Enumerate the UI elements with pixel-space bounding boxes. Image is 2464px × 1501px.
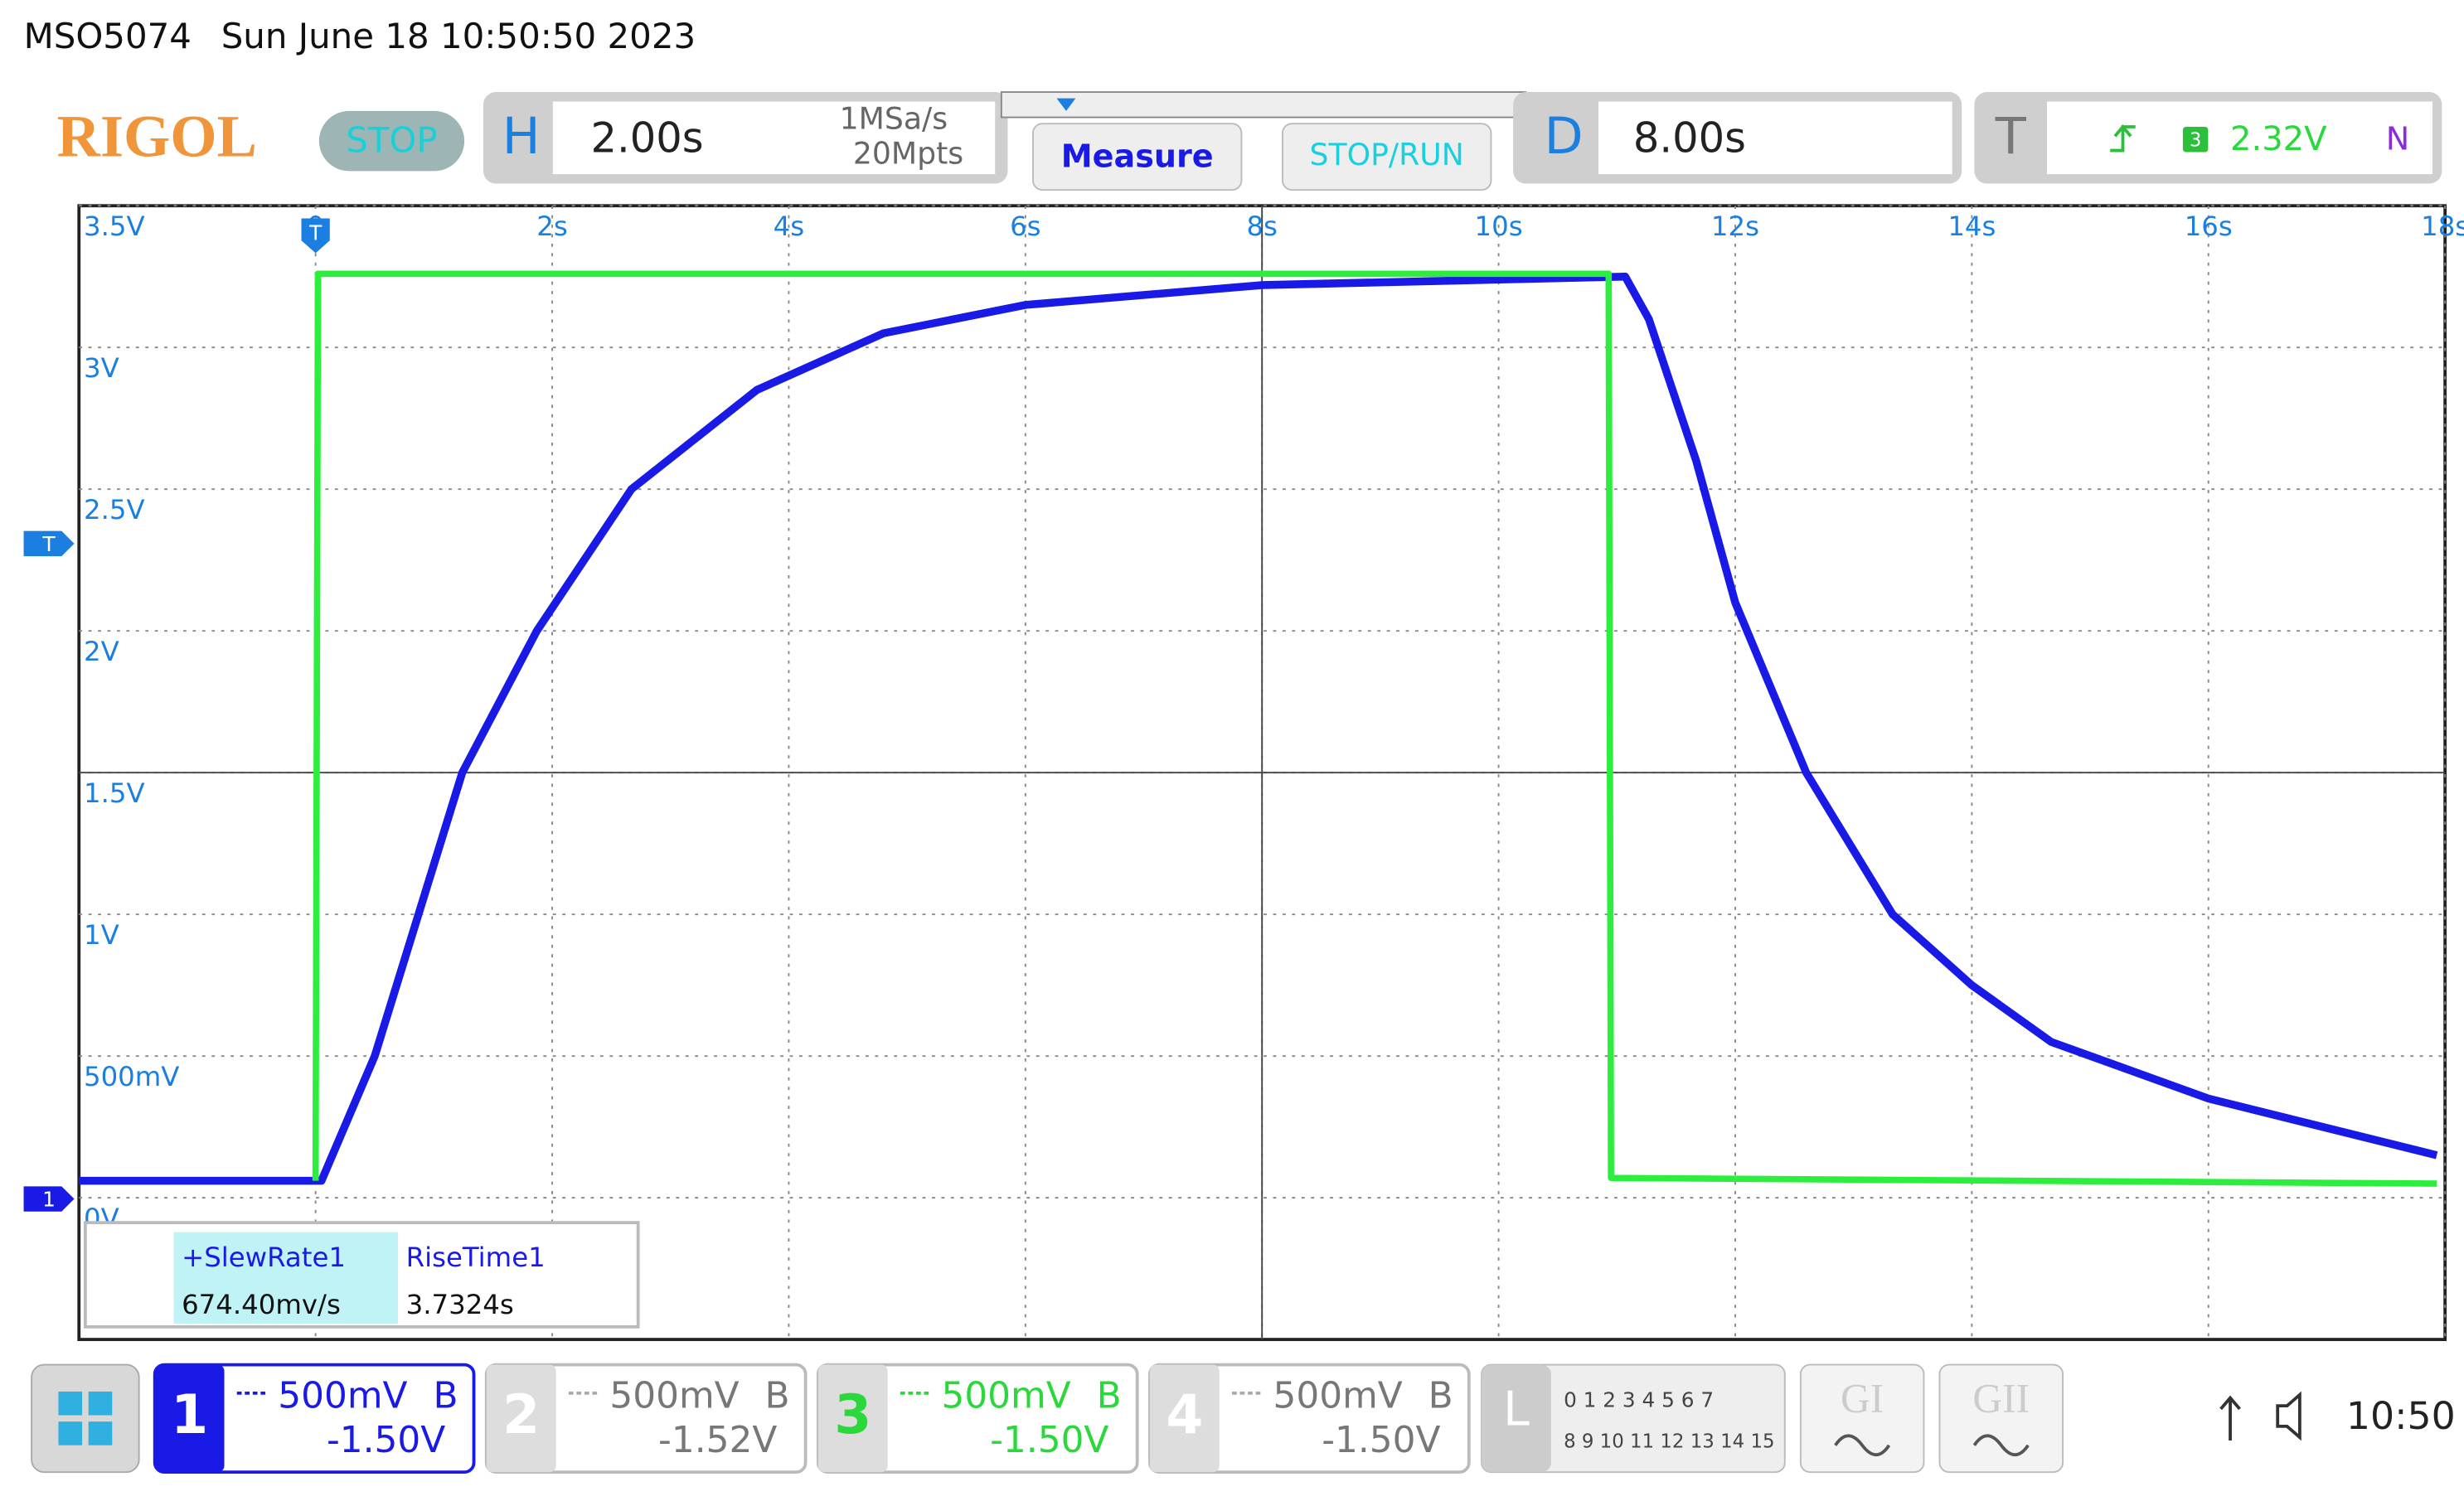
plot-area: 02s4s6s8s10s12s14s16s18s3.5V3V2.5V2V1.5V… [23,204,2464,1342]
home-icon [58,1391,83,1416]
channel-scale: 500mV [1273,1375,1403,1417]
home-button[interactable] [31,1363,140,1474]
channel-number: 4 [1166,1384,1203,1446]
channel-offset: -1.50V [327,1419,445,1461]
y-tick-label: 2V [84,636,119,667]
x-tick-label: 10s [1475,211,1523,242]
bus-icon [1834,1434,1891,1457]
measurement-header: +SlewRate1 [182,1242,346,1273]
stoprun-button[interactable] [1282,123,1492,191]
status-time: 10:50 [2346,1394,2456,1438]
home-icon [88,1391,113,1416]
memory-pointer [1056,98,1076,111]
logic-row: 8 9 10 11 12 13 14 15 [1564,1431,1774,1452]
memory-depth: 20Mpts [853,135,963,171]
logic-tab [1482,1364,1551,1473]
memory-bar [1000,91,1527,119]
stoprun-label: STOP/RUN [1310,137,1464,172]
x-tick-label: 14s [1947,211,1996,242]
channel-offset: -1.52V [658,1419,777,1461]
waveform [312,270,2437,1187]
channel-marker [23,1186,75,1212]
y-tick-label: 2.5V [84,494,145,525]
channel-number: 2 [502,1384,540,1446]
home-icon [58,1421,83,1445]
status: STOP [346,120,437,161]
bus-icon [1972,1434,2030,1457]
horizontal-label: H [502,107,541,166]
trigger-field [2047,101,2432,175]
bus-button[interactable] [1938,1363,2064,1474]
channel-coupling: B [765,1375,790,1417]
channel-offset: -1.50V [1322,1419,1440,1461]
channel-tab [1149,1364,1220,1473]
y-tick-label: 3V [84,352,119,384]
channel-scale: 500mV [941,1375,1070,1417]
trigger-level: 2.32V [2230,120,2327,158]
x-tick-label: 16s [2185,211,2233,242]
channel-tab [486,1364,556,1473]
trigger-position [301,218,330,254]
measure-button[interactable] [1032,123,1243,191]
x-tick-label: 6s [1010,211,1040,242]
channel-tab [817,1364,888,1473]
horizontal-scale: 2.00s [591,114,704,162]
bus-label: GII [1972,1376,2030,1421]
x-tick-label: 2s [536,211,567,242]
y-tick-label: 1.5V [84,777,145,809]
channel-scale: 500mV [609,1375,739,1417]
channel-offset: -1.50V [990,1419,1108,1461]
y-tick-label: 3.5V [84,211,145,242]
delay-label: D [1545,107,1584,166]
horizontal-field [552,101,996,175]
y-tick-label: 1V [84,919,119,951]
channel-scale: 500mV [278,1375,407,1417]
usb-icon [2219,1395,2241,1441]
delay-value: 8.00s [1633,114,1746,162]
trigger-mode: N [2386,121,2409,157]
device: MSO5074 [24,16,192,56]
sound-icon [2276,1391,2302,1441]
bus-label: GI [1841,1376,1884,1421]
measurement-header: RiseTime1 [406,1242,546,1273]
trigger-label: T [1995,107,2027,166]
channel-bar: 1 500mV B-1.50V 2 500mV B-1.52V 3 500mV B-1.50V 4… [153,1363,1471,1474]
x-tick-label: 4s [774,211,804,242]
measure-label: Measure [1061,138,1214,175]
channel-coupling: B [433,1375,458,1417]
source-badge [2182,126,2209,153]
channel-number: 3 [834,1384,871,1446]
channel-number: 1 [171,1384,208,1446]
measurement-value: 3.7324s [406,1289,514,1320]
measurement-value: 674.40mv/s [182,1289,341,1320]
logic-label: L [1503,1382,1530,1436]
logo: RIGOL [57,103,257,170]
measurement-highlight [173,1232,399,1324]
level-marker-label: T [41,532,56,556]
sample-rate: 1MSa/s [840,100,948,136]
level-marker [23,530,75,557]
status-pill[interactable] [318,110,465,172]
delay-field [1598,101,1952,175]
bus-button[interactable] [1799,1363,1925,1474]
x-tick-label: 18s [2421,211,2464,242]
channel-tab [154,1364,225,1473]
trigger-source: 3 [2190,130,2202,152]
channel-coupling: B [1428,1375,1453,1417]
channel-coupling: B [1097,1375,1122,1417]
trigger-position-label: T [308,221,323,245]
waveform [79,272,2438,1185]
datetime: Sun June 18 10:50:50 2023 [221,16,696,56]
x-tick-label: 12s [1711,211,1759,242]
y-tick-label: 500mV [84,1061,179,1092]
home-icon [88,1421,113,1445]
logic-row: 0 1 2 3 4 5 6 7 [1564,1387,1714,1411]
channel-marker-label: 1 [42,1187,56,1211]
edge-icon [2110,123,2136,153]
